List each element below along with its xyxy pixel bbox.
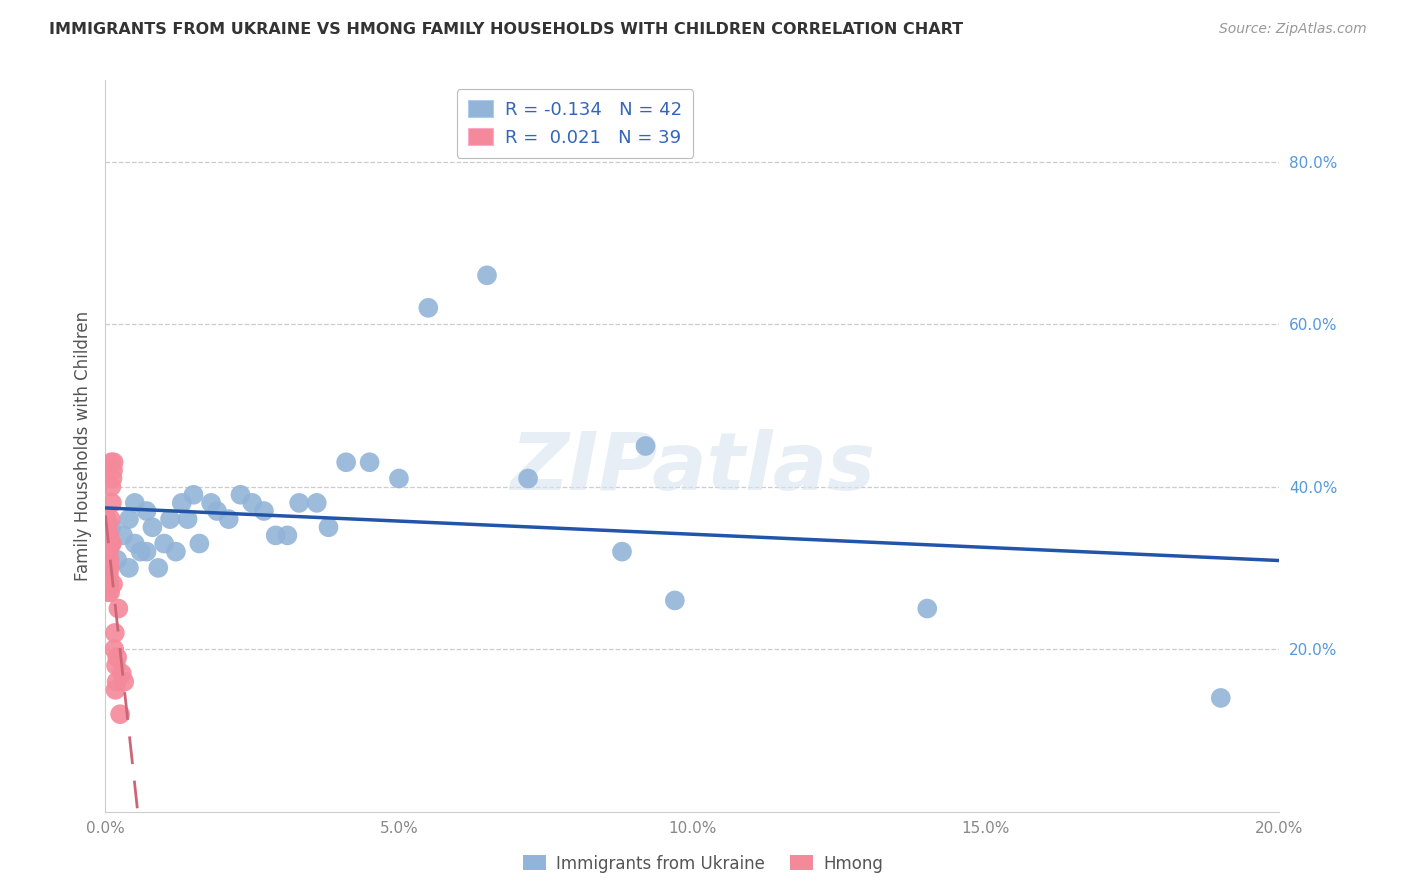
Legend: Immigrants from Ukraine, Hmong: Immigrants from Ukraine, Hmong: [516, 848, 890, 880]
Legend: R = -0.134   N = 42, R =  0.021   N = 39: R = -0.134 N = 42, R = 0.021 N = 39: [457, 89, 693, 158]
Point: [96, 512, 118, 526]
Point: [159, 512, 181, 526]
Point: [98, 544, 121, 558]
Point: [96, 520, 118, 534]
Point: [240, 496, 263, 510]
Text: ZIPatlas: ZIPatlas: [510, 429, 875, 507]
Point: [118, 512, 141, 526]
Point: [917, 601, 939, 615]
Point: [101, 536, 124, 550]
Point: [100, 512, 122, 526]
Point: [112, 674, 135, 689]
Point: [105, 553, 128, 567]
Point: [118, 561, 141, 575]
Point: [105, 650, 128, 665]
Point: [141, 520, 163, 534]
Point: [388, 471, 411, 485]
Point: [98, 577, 121, 591]
Point: [107, 601, 129, 615]
Point: [96, 561, 118, 575]
Point: [335, 455, 357, 469]
Text: Source: ZipAtlas.com: Source: ZipAtlas.com: [1219, 22, 1367, 37]
Point: [153, 536, 176, 550]
Text: IMMIGRANTS FROM UKRAINE VS HMONG FAMILY HOUSEHOLDS WITH CHILDREN CORRELATION CHA: IMMIGRANTS FROM UKRAINE VS HMONG FAMILY …: [49, 22, 963, 37]
Point: [98, 528, 121, 542]
Point: [100, 520, 122, 534]
Point: [101, 471, 124, 485]
Point: [305, 496, 328, 510]
Point: [103, 642, 125, 657]
Point: [517, 471, 540, 485]
Point: [264, 528, 287, 542]
Point: [218, 512, 240, 526]
Point: [100, 480, 122, 494]
Point: [105, 658, 128, 673]
Point: [101, 577, 124, 591]
Point: [1209, 690, 1232, 705]
Point: [165, 544, 187, 558]
Point: [418, 301, 440, 315]
Point: [96, 536, 118, 550]
Point: [98, 561, 121, 575]
Point: [170, 496, 193, 510]
Point: [129, 544, 152, 558]
Point: [96, 569, 118, 583]
Point: [97, 536, 120, 550]
Point: [96, 544, 118, 558]
Point: [288, 496, 311, 510]
Point: [200, 496, 222, 510]
Point: [97, 577, 120, 591]
Y-axis label: Family Households with Children: Family Households with Children: [73, 311, 91, 581]
Point: [97, 585, 120, 599]
Point: [101, 463, 124, 477]
Point: [359, 455, 381, 469]
Point: [100, 455, 122, 469]
Point: [100, 536, 122, 550]
Point: [276, 528, 298, 542]
Point: [104, 626, 127, 640]
Point: [97, 561, 120, 575]
Point: [475, 268, 498, 283]
Point: [253, 504, 276, 518]
Point: [111, 666, 134, 681]
Point: [112, 528, 135, 542]
Point: [97, 528, 120, 542]
Point: [97, 553, 120, 567]
Point: [98, 569, 121, 583]
Point: [100, 536, 122, 550]
Point: [105, 674, 128, 689]
Point: [98, 553, 121, 567]
Point: [610, 544, 633, 558]
Point: [183, 488, 205, 502]
Point: [205, 504, 228, 518]
Point: [634, 439, 657, 453]
Point: [108, 707, 131, 722]
Point: [135, 504, 157, 518]
Point: [101, 496, 124, 510]
Point: [104, 682, 127, 697]
Point: [188, 536, 211, 550]
Point: [176, 512, 198, 526]
Point: [229, 488, 252, 502]
Point: [103, 455, 125, 469]
Point: [664, 593, 686, 607]
Point: [135, 544, 157, 558]
Point: [124, 536, 146, 550]
Point: [124, 496, 146, 510]
Point: [148, 561, 170, 575]
Point: [98, 585, 121, 599]
Point: [318, 520, 340, 534]
